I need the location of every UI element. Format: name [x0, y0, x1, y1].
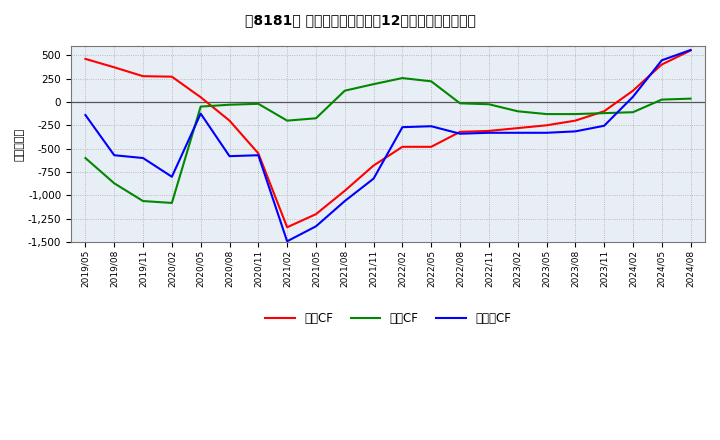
フリーCF — [657, 58, 666, 63]
投資CF — [600, 110, 608, 116]
投資CF — [81, 155, 90, 161]
フリーCF — [571, 129, 580, 134]
営業CF — [485, 128, 493, 134]
投資CF — [168, 200, 176, 205]
フリーCF — [456, 131, 464, 136]
フリーCF — [225, 154, 234, 159]
フリーCF — [686, 48, 695, 53]
営業CF — [571, 118, 580, 123]
フリーCF — [312, 224, 320, 229]
営業CF — [513, 125, 522, 131]
営業CF — [341, 188, 349, 194]
営業CF — [139, 73, 148, 79]
投資CF — [398, 75, 407, 81]
投資CF — [312, 116, 320, 121]
Legend: 営業CF, 投資CF, フリーCF: 営業CF, 投資CF, フリーCF — [261, 307, 516, 330]
フリーCF — [139, 155, 148, 161]
営業CF — [312, 212, 320, 217]
営業CF — [456, 129, 464, 135]
Line: 営業CF: 営業CF — [86, 51, 690, 227]
投資CF — [283, 118, 292, 123]
営業CF — [600, 109, 608, 114]
フリーCF — [110, 153, 119, 158]
投資CF — [513, 109, 522, 114]
投資CF — [427, 79, 436, 84]
営業CF — [629, 88, 637, 93]
営業CF — [81, 56, 90, 62]
投資CF — [139, 198, 148, 204]
フリーCF — [542, 130, 551, 136]
営業CF — [542, 123, 551, 128]
フリーCF — [629, 94, 637, 99]
投資CF — [629, 110, 637, 115]
フリーCF — [341, 198, 349, 204]
営業CF — [110, 65, 119, 70]
投資CF — [686, 96, 695, 101]
投資CF — [571, 111, 580, 117]
営業CF — [398, 144, 407, 150]
投資CF — [542, 111, 551, 117]
投資CF — [110, 181, 119, 186]
フリーCF — [254, 153, 263, 158]
フリーCF — [168, 174, 176, 180]
フリーCF — [81, 112, 90, 117]
営業CF — [197, 95, 205, 100]
Line: フリーCF: フリーCF — [86, 50, 690, 241]
フリーCF — [369, 176, 378, 181]
Y-axis label: （百万円）: （百万円） — [15, 128, 25, 161]
投資CF — [657, 97, 666, 102]
営業CF — [254, 151, 263, 156]
フリーCF — [283, 238, 292, 244]
投資CF — [254, 101, 263, 106]
営業CF — [657, 62, 666, 67]
フリーCF — [600, 123, 608, 128]
フリーCF — [427, 124, 436, 129]
Line: 投資CF: 投資CF — [86, 78, 690, 203]
営業CF — [283, 224, 292, 230]
フリーCF — [197, 111, 205, 116]
投資CF — [456, 101, 464, 106]
営業CF — [369, 163, 378, 168]
営業CF — [225, 118, 234, 123]
フリーCF — [513, 130, 522, 136]
営業CF — [686, 48, 695, 53]
投資CF — [197, 104, 205, 109]
投資CF — [225, 102, 234, 107]
投資CF — [369, 81, 378, 87]
営業CF — [168, 74, 176, 79]
Text: ［8181］ キャッシュフローの12か月移動合計の推移: ［8181］ キャッシュフローの12か月移動合計の推移 — [245, 13, 475, 27]
フリーCF — [398, 125, 407, 130]
投資CF — [341, 88, 349, 93]
投資CF — [485, 102, 493, 107]
営業CF — [427, 144, 436, 150]
フリーCF — [485, 130, 493, 136]
